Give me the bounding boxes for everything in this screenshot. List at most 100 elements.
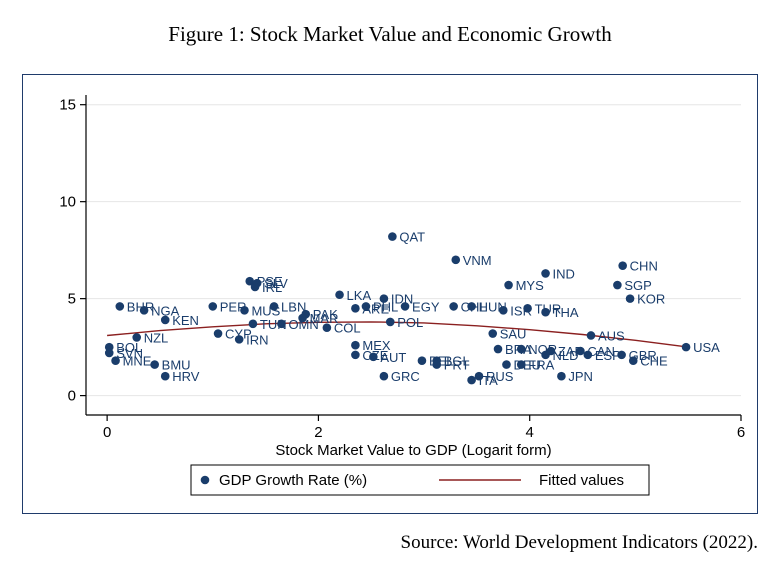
x-tick-label: 6 (737, 424, 745, 441)
point-label: BGL (444, 354, 470, 369)
source-note: Source: World Development Indicators (20… (400, 532, 758, 553)
x-tick-label: 2 (314, 424, 322, 441)
data-point (351, 350, 360, 360)
data-point (618, 261, 627, 270)
point-label: SLV (264, 276, 288, 291)
legend: GDP Growth Rate (%) Fitted values (190, 464, 650, 496)
data-point (277, 319, 286, 329)
axes: 0 5 10 15 0 2 4 6 Stock Market Value to GDP (Log… (59, 95, 745, 459)
point-label: PER (220, 299, 247, 314)
x-tick-label: 0 (103, 424, 111, 441)
data-point (613, 280, 622, 290)
data-point (150, 360, 159, 369)
point-label: MNE (123, 354, 152, 369)
y-tick-label: 10 (59, 194, 76, 211)
data-point (369, 352, 378, 362)
data-point (379, 294, 389, 303)
data-point (474, 371, 484, 381)
data-point (504, 280, 513, 290)
data-point (298, 313, 307, 323)
point-label: USA (693, 340, 720, 355)
point-label: CHN (630, 259, 658, 274)
data-point (467, 302, 476, 311)
point-label: IRN (246, 332, 268, 347)
point-label: FRA (528, 358, 554, 373)
data-point (139, 305, 149, 315)
data-point (583, 350, 593, 360)
point-label: KOR (637, 292, 665, 307)
point-label: VNM (463, 253, 492, 268)
data-point (576, 346, 585, 356)
data-point (557, 371, 566, 381)
data-point (451, 255, 461, 265)
data-point (449, 302, 458, 311)
point-label: LKA (347, 288, 372, 303)
data-point (115, 302, 125, 311)
data-point (541, 269, 550, 278)
point-label: CHE (640, 354, 668, 369)
point-label: MAR (310, 311, 339, 326)
point-label: IND (553, 266, 575, 281)
point-label: CAN (587, 344, 614, 359)
point-label: SAU (500, 327, 527, 342)
data-point (379, 371, 389, 381)
point-label: PSE (257, 274, 283, 289)
y-tick-label: 5 (68, 291, 76, 308)
data-point (160, 371, 170, 381)
legend-label-growth: GDP Growth Rate (%) (219, 472, 367, 489)
scatter-chart: 0 5 10 15 0 2 4 6 Stock Market Value to GDP (Log… (59, 95, 745, 496)
point-label: ITA (479, 373, 499, 388)
data-point (628, 356, 638, 365)
point-label: RUS (486, 369, 514, 384)
point-label: NGA (151, 303, 180, 318)
point-label: SGP (624, 278, 651, 293)
data-point (502, 360, 511, 369)
point-label: HRV (172, 369, 200, 384)
data-point (104, 348, 114, 358)
y-tick-label: 0 (68, 388, 76, 405)
point-label: AUT (380, 350, 406, 365)
x-axis-label: Stock Market Value to GDP (Logarit form) (275, 442, 551, 459)
data-point (248, 319, 258, 329)
data-point (516, 360, 526, 369)
point-label: PAK (313, 307, 338, 322)
point-label: THA (553, 305, 579, 320)
point-label: PRT (444, 358, 470, 373)
point-label: GRC (391, 369, 420, 384)
point-label: PHL (373, 299, 398, 314)
point-label: IDN (391, 292, 413, 307)
point-label: COL (334, 321, 361, 336)
point-label: MYS (516, 278, 545, 293)
point-label: BMU (162, 358, 191, 373)
data-point (335, 290, 344, 300)
data-point (250, 282, 260, 292)
x-tick-label: 4 (526, 424, 534, 441)
point-label: OMN (288, 317, 318, 332)
data-point (240, 305, 249, 315)
data-point (351, 304, 360, 313)
point-label: NZL (144, 330, 169, 345)
data-point (681, 342, 691, 352)
point-label: POL (397, 315, 423, 330)
data-point (493, 344, 503, 354)
legend-label-fitted: Fitted values (539, 472, 624, 489)
data-point (586, 331, 596, 340)
data-point (516, 344, 526, 354)
figure-title: Figure 1: Stock Market Value and Economi… (168, 22, 612, 46)
point-label: LBN (281, 299, 306, 314)
point-label: CYP (225, 327, 252, 342)
data-point (498, 305, 508, 315)
point-label: SVN (116, 346, 143, 361)
data-point (432, 360, 442, 369)
data-point (541, 307, 550, 317)
point-label: IRL (262, 280, 282, 295)
point-label: AUS (598, 328, 625, 343)
data-point (417, 356, 427, 365)
data-point (385, 317, 395, 327)
data-point (400, 302, 410, 311)
data-point (208, 302, 218, 311)
data-point (160, 315, 170, 325)
data-point (234, 335, 244, 344)
data-point (322, 323, 332, 333)
